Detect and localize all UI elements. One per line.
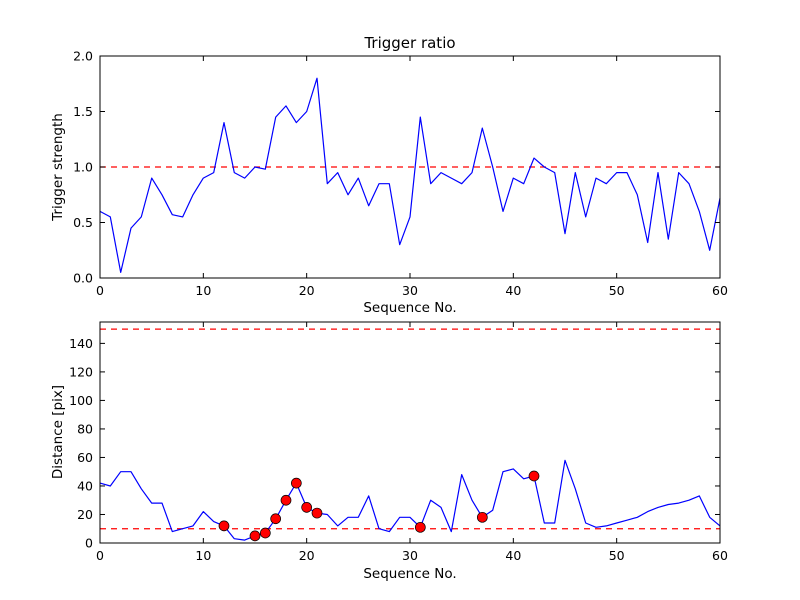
y-tick-label: 40 <box>77 478 93 493</box>
y-tick-label: 2.0 <box>73 49 93 64</box>
marker-point <box>290 477 302 489</box>
y-tick-label: 140 <box>69 336 93 351</box>
series-line <box>99 459 721 541</box>
top-chart-title: Trigger ratio <box>364 34 456 52</box>
x-tick-label: 10 <box>195 548 211 563</box>
marker-point <box>528 470 540 482</box>
top-x-axis-label: Sequence No. <box>363 300 457 316</box>
x-tick-label: 50 <box>609 548 625 563</box>
marker-point <box>259 527 271 539</box>
x-tick-label: 40 <box>505 548 521 563</box>
marker-point <box>280 494 292 506</box>
marker-point <box>218 520 230 532</box>
x-tick-label: 60 <box>712 283 728 298</box>
x-tick-label: 50 <box>609 283 625 298</box>
top-y-axis-label: Trigger strength <box>50 113 66 221</box>
y-tick-label: 0 <box>85 536 93 551</box>
bottom-y-axis-label: Distance [pix] <box>50 384 66 480</box>
y-tick-label: 0.5 <box>73 215 93 230</box>
y-tick-label: 100 <box>69 393 93 408</box>
marker-point <box>311 507 323 519</box>
bottom-x-axis-label: Sequence No. <box>363 566 457 582</box>
y-tick-label: 80 <box>77 421 93 436</box>
marker-point <box>301 502 313 513</box>
x-tick-label: 20 <box>299 283 315 298</box>
marker-point <box>249 530 261 542</box>
y-tick-label: 1.5 <box>73 104 93 119</box>
x-tick-label: 30 <box>402 283 418 298</box>
x-tick-label: 40 <box>505 283 521 298</box>
marker-point <box>270 513 282 525</box>
y-tick-label: 60 <box>77 450 93 465</box>
axes-frame <box>99 321 721 544</box>
x-tick-label: 0 <box>96 283 104 298</box>
x-tick-label: 60 <box>712 548 728 563</box>
marker-point <box>476 511 488 523</box>
y-tick-label: 0.0 <box>73 271 93 286</box>
marker-point <box>414 521 426 533</box>
x-tick-label: 30 <box>402 548 418 563</box>
series-line <box>99 77 721 273</box>
y-tick-label: 120 <box>69 364 93 379</box>
y-tick-label: 20 <box>77 507 93 522</box>
x-tick-label: 0 <box>96 548 104 563</box>
x-tick-label: 20 <box>299 548 315 563</box>
x-tick-label: 10 <box>195 283 211 298</box>
y-tick-label: 1.0 <box>73 160 93 175</box>
